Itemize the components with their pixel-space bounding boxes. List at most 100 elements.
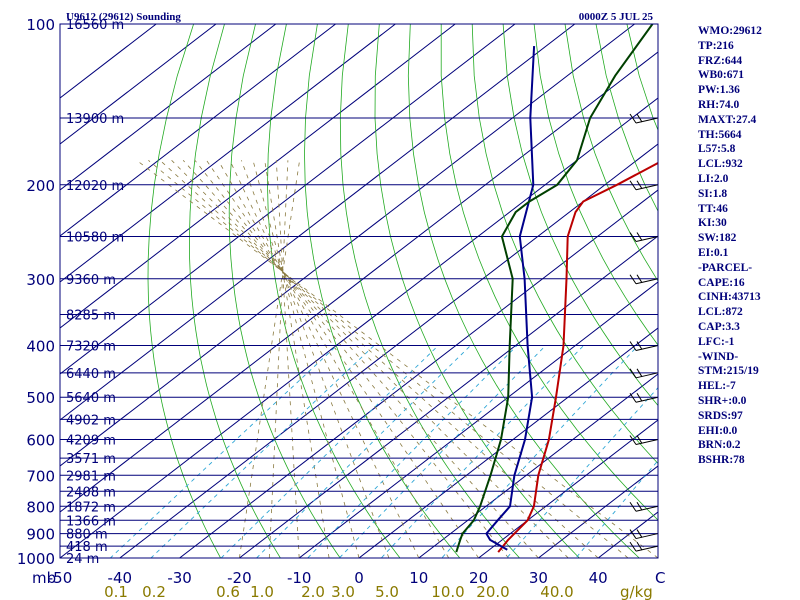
moist-adiabat-line (264, 160, 330, 558)
isotherm-line (60, 51, 658, 513)
wind-barb-flag (636, 435, 643, 444)
temperature-tick-label: -40 (108, 569, 133, 587)
dry-adiabat-line (502, 24, 658, 407)
wind-barb-flag (636, 274, 643, 284)
index-line: EHI:0.0 (698, 424, 738, 437)
wind-barb-flag (629, 341, 637, 351)
height-label: 9360 m (66, 273, 116, 288)
index-line: -PARCEL- (698, 261, 753, 274)
height-label: 2981 m (66, 469, 116, 484)
height-label: 10580 m (66, 230, 124, 245)
mixing-ratio-tick-label: 5.0 (375, 583, 399, 600)
isotherm-line (478, 419, 658, 558)
temperature-tick-label: 30 (529, 569, 548, 587)
index-line: LCL:932 (698, 158, 743, 171)
dry-adiabat-line (304, 24, 461, 558)
height-label: 12020 m (66, 179, 124, 194)
moist-adiabat-line (159, 160, 599, 558)
mixing-ratio-line (575, 459, 658, 558)
height-label: 1872 m (66, 500, 116, 515)
pressure-unit-label: mb (32, 569, 56, 587)
index-line: LCL:872 (698, 306, 743, 319)
index-line: TP:216 (698, 39, 734, 52)
height-label: 7320 m (66, 340, 116, 355)
moist-adiabat-line (182, 160, 539, 558)
chart-labels: 16560 m 13900 m 12020 m 10580 m 9360 m 8285 m… (17, 16, 666, 600)
wind-barb-flag (636, 368, 643, 378)
wind-barb (629, 180, 659, 191)
wind-barb-flag (629, 392, 637, 403)
moist-adiabat-line (148, 159, 629, 558)
wind-barb-shaft (635, 345, 659, 351)
mixing-ratio-line (338, 345, 547, 558)
parcel-trace (485, 46, 536, 551)
sounding-title: U9612 (29612) Sounding (66, 11, 181, 23)
mixing-ratio-tick-label: 10.0 (431, 583, 464, 600)
wind-barb-shaft (635, 396, 659, 403)
moist-adiabat-line (136, 159, 658, 558)
height-label: 418 m (66, 540, 108, 555)
index-line: WMO:29612 (698, 25, 762, 37)
temperature-tick-label: -30 (167, 569, 192, 587)
temperature-tick-label: 0 (354, 569, 364, 587)
wind-barb (629, 529, 659, 540)
height-label: 4902 m (66, 413, 116, 428)
isotherm-line (358, 327, 658, 558)
wind-barb-shaft (635, 545, 659, 552)
wind-barb (629, 435, 659, 446)
wind-barb-flag (636, 529, 643, 538)
wind-barb-flag (636, 341, 643, 350)
wind-barb-flag (629, 529, 637, 539)
isotherm-line (239, 235, 658, 558)
index-line: FRZ:644 (698, 54, 743, 67)
temperature-tick-label: -20 (227, 569, 252, 587)
wind-barb-shaft (635, 505, 659, 512)
temperature-tick-label: -10 (287, 569, 312, 587)
wind-barb-shaft (635, 236, 659, 242)
wind-barb-flag (636, 501, 643, 511)
pressure-tick-label: 900 (26, 526, 55, 544)
dewpoint-trace (455, 24, 654, 553)
plot-frame (59, 23, 659, 559)
wind-barb-shaft (635, 184, 659, 191)
height-label: 4209 m (66, 434, 116, 449)
pressure-tick-label: 200 (26, 177, 55, 195)
wind-barb-flag (636, 113, 643, 123)
sounding-time: 0000Z 5 JUL 25 (579, 11, 654, 23)
mixing-ratio-tick-label: 2.0 (301, 583, 325, 600)
isotherm-line (418, 373, 658, 558)
isotherm-line (60, 97, 658, 558)
index-line: TT:46 (698, 202, 728, 215)
index-line: TH:5664 (698, 128, 742, 141)
moist-adiabat-line (171, 160, 569, 558)
isotherm-line (60, 24, 217, 145)
isotherm-line (60, 24, 516, 375)
wind-barb (629, 113, 659, 124)
mixing-ratio-tick-label: 3.0 (331, 583, 355, 600)
pressure-tick-label: 300 (26, 271, 55, 289)
temperature-tick-label: -50 (48, 569, 73, 587)
wind-barb-shaft (635, 117, 659, 124)
wind-barb (629, 368, 659, 379)
index-line: KI:30 (698, 217, 727, 230)
dry-adiabat-line (188, 24, 281, 558)
index-line: -WIND- (698, 350, 739, 363)
temperature-tick-label: 20 (469, 569, 488, 587)
mixing-ratio-line (506, 387, 658, 558)
height-label: 24 m (66, 552, 99, 567)
pressure-tick-label: 1000 (17, 550, 55, 568)
height-label: 880 m (66, 528, 108, 543)
pressure-tick-label: 700 (26, 467, 55, 485)
moist-adiabat-line (252, 160, 360, 558)
pressure-tick-label: 500 (26, 389, 55, 407)
isotherm-line (60, 24, 576, 421)
pressure-tick-label: 400 (26, 338, 55, 356)
dry-adiabat-line (440, 24, 658, 521)
mixing-ratio-tick-label: 0.6 (216, 583, 240, 600)
isotherm-line (119, 143, 658, 558)
isotherm-line (538, 465, 658, 558)
mixing-ratio-line (255, 345, 471, 558)
index-line: SI:1.8 (698, 187, 728, 200)
